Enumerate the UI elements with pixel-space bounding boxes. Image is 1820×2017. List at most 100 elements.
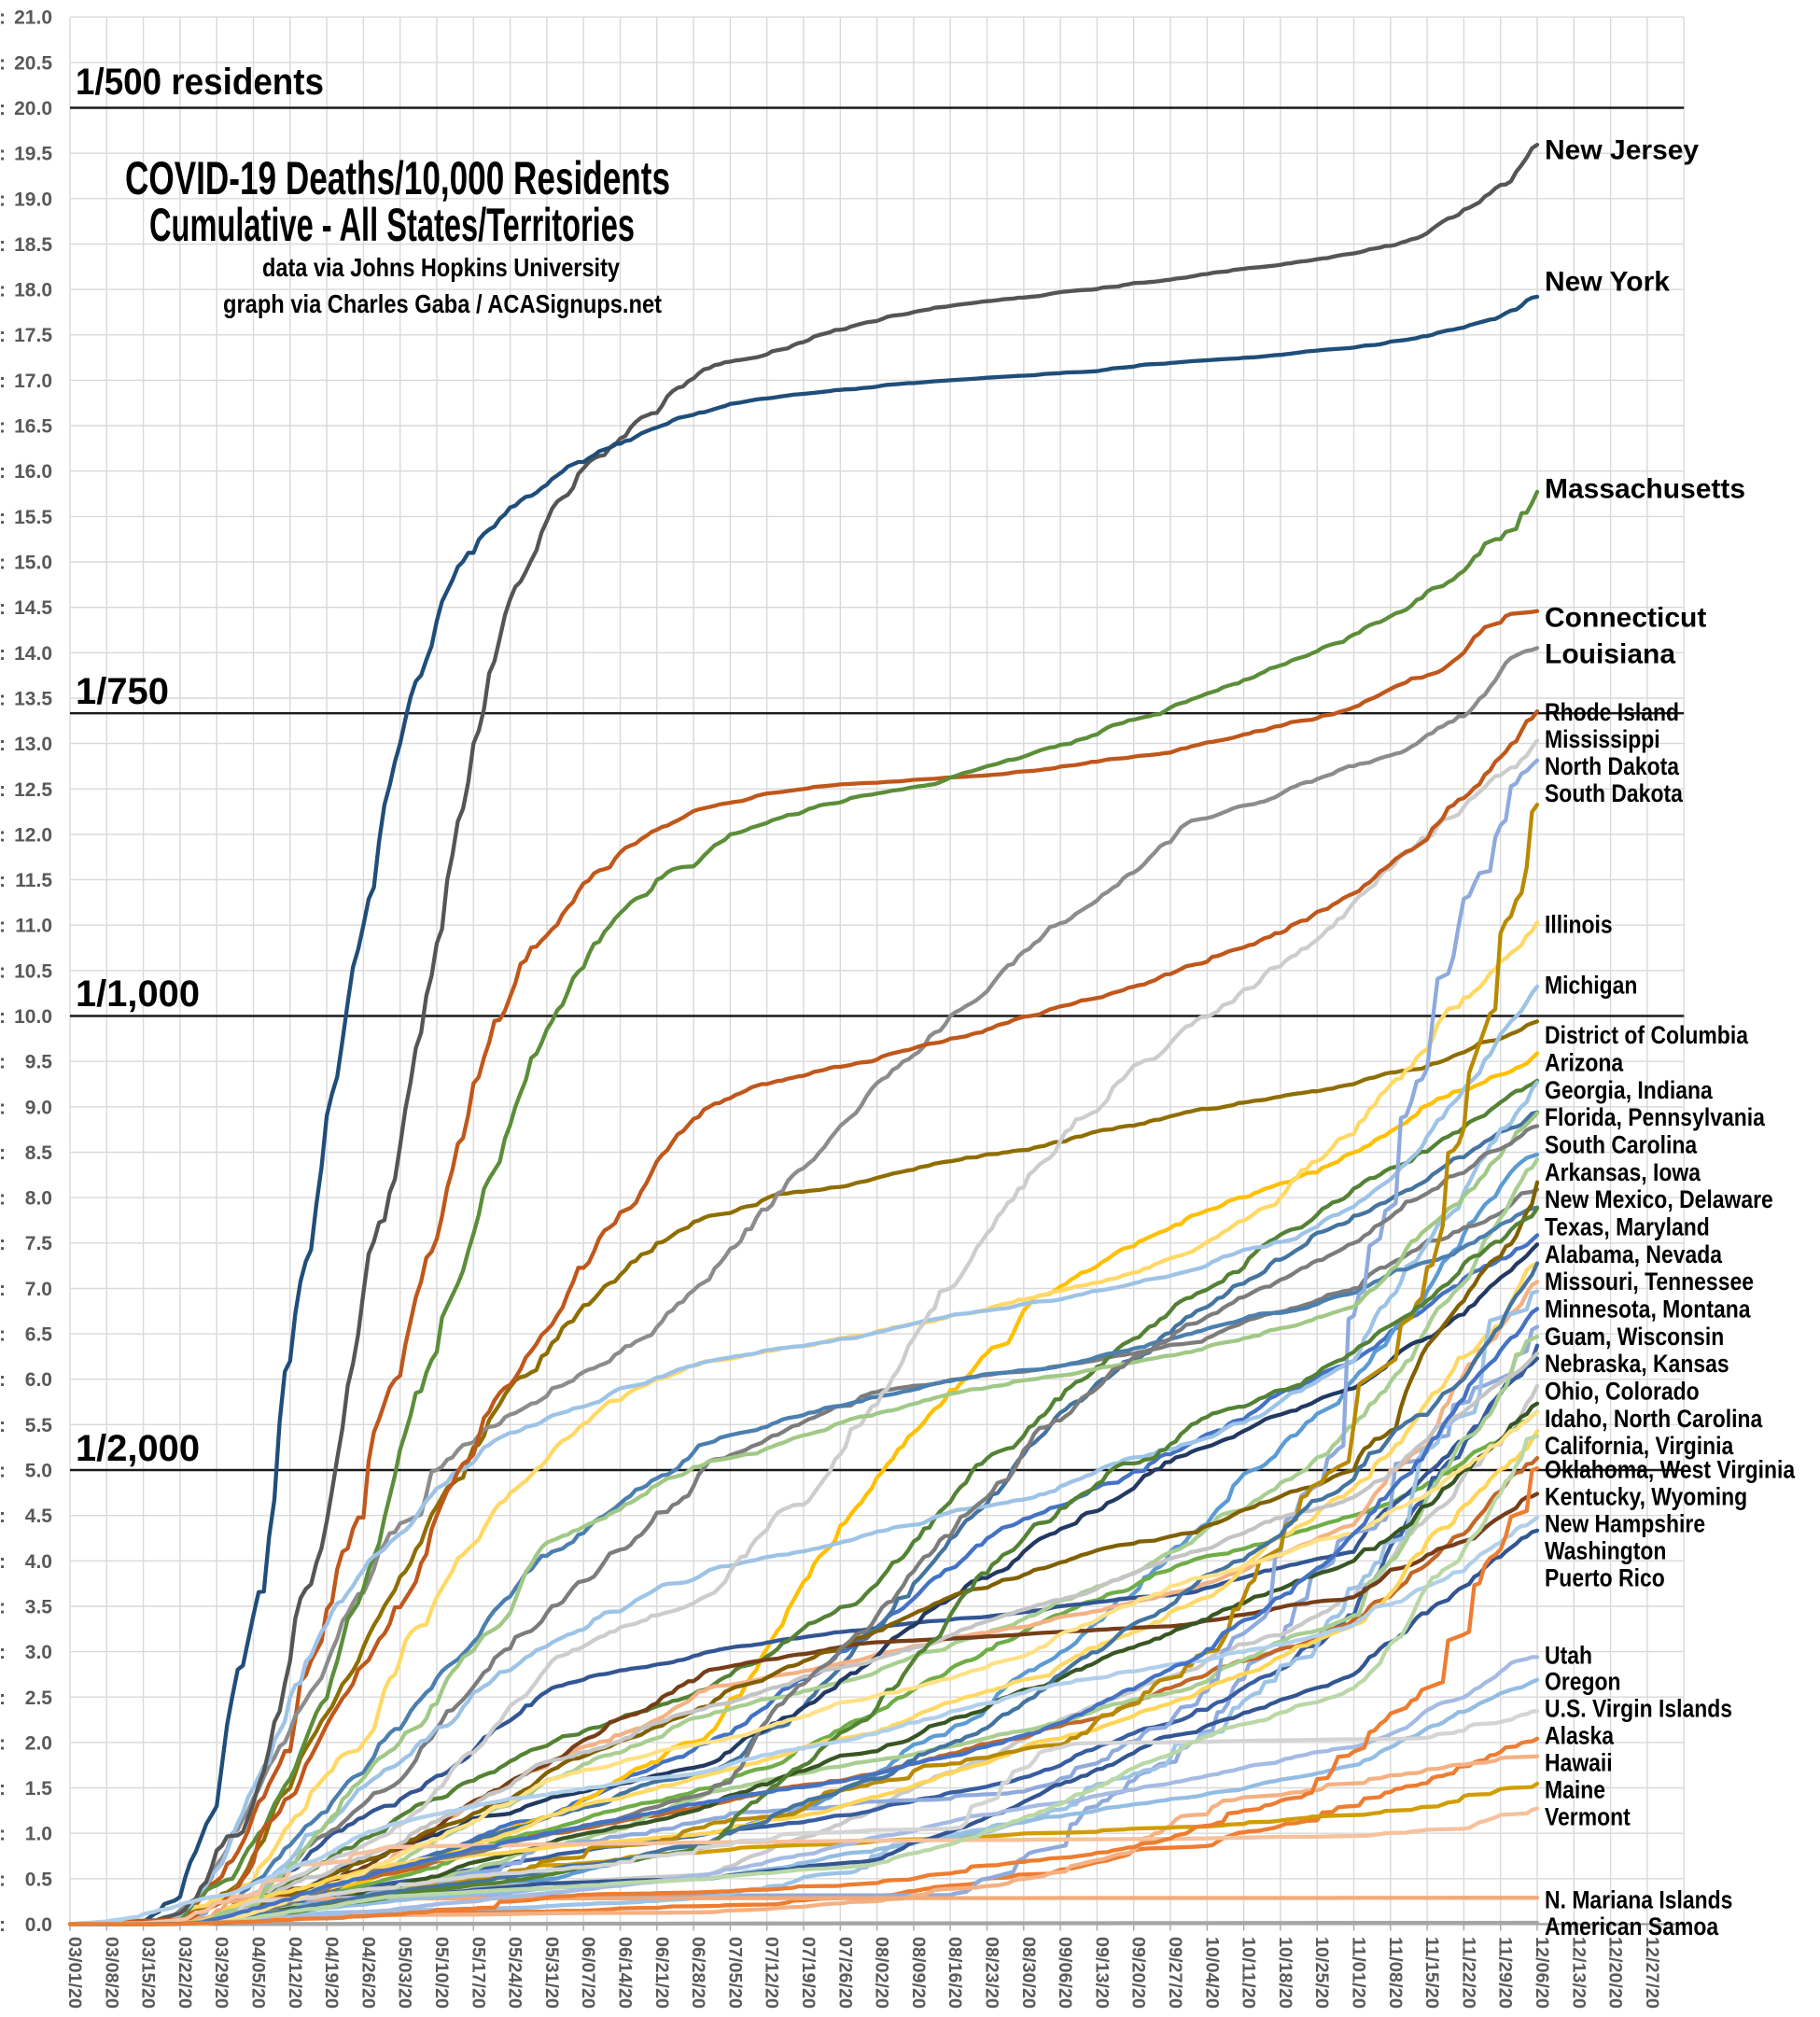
svg-text:District of Columbia: District of Columbia (1545, 1021, 1749, 1049)
svg-text:07/26/20: 07/26/20 (834, 1937, 855, 2009)
svg-text::: : (0, 1778, 6, 1800)
svg-text:09/20/20: 09/20/20 (1128, 1937, 1149, 2009)
svg-text:05/17/20: 05/17/20 (468, 1937, 488, 2009)
svg-text:COVID-19 Deaths/10,000 Residen: COVID-19 Deaths/10,000 Residents (125, 152, 670, 204)
svg-text::: : (0, 1461, 6, 1482)
svg-text::: : (0, 144, 6, 165)
svg-text:Michigan: Michigan (1545, 972, 1637, 1000)
svg-text::: : (0, 416, 6, 438)
svg-text::: : (0, 916, 6, 937)
svg-text:10/04/20: 10/04/20 (1201, 1937, 1222, 2009)
svg-text::: : (0, 1233, 6, 1254)
svg-text:North Dakota: North Dakota (1545, 752, 1680, 780)
svg-text::: : (0, 1688, 6, 1709)
svg-text:11.5: 11.5 (15, 870, 52, 891)
svg-text:Utah: Utah (1545, 1642, 1592, 1670)
svg-text:04/12/20: 04/12/20 (285, 1937, 305, 2009)
svg-text:08/09/20: 08/09/20 (908, 1937, 929, 2009)
svg-text:Illinois: Illinois (1545, 911, 1613, 939)
svg-text:N. Mariana Islands: N. Mariana Islands (1545, 1886, 1732, 1914)
svg-text:19.0: 19.0 (14, 189, 52, 210)
svg-text:11/22/20: 11/22/20 (1458, 1937, 1478, 2009)
svg-text:14.5: 14.5 (14, 597, 52, 619)
svg-text:12.0: 12.0 (14, 824, 52, 846)
svg-text:Nebraska, Kansas: Nebraska, Kansas (1545, 1350, 1729, 1378)
svg-text:19.5: 19.5 (14, 144, 52, 165)
svg-text:3.0: 3.0 (25, 1642, 52, 1663)
svg-text:Georgia, Indiana: Georgia, Indiana (1545, 1076, 1714, 1104)
svg-text:Massachusetts: Massachusetts (1545, 474, 1745, 505)
svg-text:08/30/20: 08/30/20 (1018, 1937, 1039, 2009)
svg-text:03/08/20: 03/08/20 (101, 1937, 121, 2009)
svg-text:1/750: 1/750 (76, 671, 169, 712)
svg-text:0.5: 0.5 (25, 1869, 53, 1890)
svg-text:16.0: 16.0 (14, 461, 52, 483)
svg-text:New York: New York (1545, 267, 1670, 298)
svg-text:10.0: 10.0 (14, 1006, 52, 1028)
svg-text:11/08/20: 11/08/20 (1385, 1937, 1406, 2009)
svg-text::: : (0, 1324, 6, 1346)
svg-text:California, Virginia: California, Virginia (1545, 1432, 1734, 1460)
svg-text::: : (0, 1052, 6, 1073)
svg-text:20.5: 20.5 (14, 52, 52, 74)
svg-text:15.5: 15.5 (14, 507, 52, 528)
svg-text::: : (0, 689, 6, 710)
svg-text:Louisiana: Louisiana (1545, 639, 1675, 670)
svg-text:Arizona: Arizona (1545, 1049, 1624, 1077)
svg-text:5.5: 5.5 (25, 1415, 53, 1436)
svg-text::: : (0, 1415, 6, 1436)
svg-text:Kentucky, Wyoming: Kentucky, Wyoming (1545, 1483, 1747, 1511)
svg-text::: : (0, 507, 6, 528)
svg-text:data via Johns Hopkins Univers: data via Johns Hopkins University (262, 253, 621, 282)
svg-text:Mississippi: Mississippi (1545, 725, 1660, 753)
svg-text::: : (0, 779, 6, 801)
svg-text:11/29/20: 11/29/20 (1495, 1937, 1516, 2009)
svg-text:South Dakota: South Dakota (1545, 779, 1684, 807)
svg-text::: : (0, 1597, 6, 1618)
svg-text::: : (0, 1869, 6, 1890)
svg-text::: : (0, 1279, 6, 1300)
svg-text::: : (0, 234, 6, 256)
svg-text:12/20/20: 12/20/20 (1605, 1937, 1626, 2009)
svg-text:03/22/20: 03/22/20 (175, 1937, 195, 2009)
svg-text:06/21/20: 06/21/20 (651, 1937, 672, 2009)
svg-text::: : (0, 371, 6, 392)
svg-text::: : (0, 1369, 6, 1391)
svg-text::: : (0, 960, 6, 982)
svg-text:Rhode Island: Rhode Island (1545, 698, 1679, 726)
svg-text:Oregon: Oregon (1545, 1668, 1621, 1696)
svg-text:04/05/20: 04/05/20 (248, 1937, 269, 2009)
svg-text::: : (0, 1824, 6, 1845)
svg-text::: : (0, 325, 6, 346)
svg-text:17.0: 17.0 (14, 371, 52, 392)
svg-text:10/18/20: 10/18/20 (1275, 1937, 1295, 2009)
svg-text:New Mexico, Delaware: New Mexico, Delaware (1545, 1185, 1773, 1213)
svg-text:Florida, Pennsylvania: Florida, Pennsylvania (1545, 1103, 1766, 1131)
svg-text:15.0: 15.0 (14, 553, 52, 574)
svg-text:Connecticut: Connecticut (1545, 603, 1706, 634)
svg-text:10.5: 10.5 (14, 960, 52, 982)
svg-text:Minnesota, Montana: Minnesota, Montana (1545, 1296, 1751, 1324)
svg-text:13.0: 13.0 (14, 734, 52, 755)
svg-text:Maine: Maine (1545, 1776, 1605, 1804)
svg-text:6.0: 6.0 (25, 1369, 52, 1391)
svg-text:20.0: 20.0 (14, 98, 52, 119)
svg-text::: : (0, 870, 6, 891)
svg-text:graph via Charles Gaba / ACASi: graph via Charles Gaba / ACASignups.net (223, 289, 662, 318)
svg-text::: : (0, 553, 6, 574)
svg-text:Vermont: Vermont (1545, 1803, 1631, 1831)
svg-text::: : (0, 597, 6, 619)
svg-text:3.5: 3.5 (25, 1597, 53, 1618)
svg-text:03/29/20: 03/29/20 (211, 1937, 231, 2009)
svg-text:8.5: 8.5 (25, 1142, 53, 1164)
svg-text::: : (0, 824, 6, 846)
svg-text:1/1,000: 1/1,000 (76, 973, 200, 1015)
svg-text:07/05/20: 07/05/20 (724, 1937, 745, 2009)
svg-text:South Carolina: South Carolina (1545, 1131, 1698, 1159)
svg-text:07/19/20: 07/19/20 (798, 1937, 819, 2009)
svg-text:12/27/20: 12/27/20 (1642, 1937, 1662, 2009)
svg-text:9.0: 9.0 (25, 1097, 52, 1118)
svg-text::: : (0, 52, 6, 74)
svg-text:11/01/20: 11/01/20 (1349, 1937, 1369, 2009)
svg-text:09/06/20: 09/06/20 (1055, 1937, 1075, 2009)
